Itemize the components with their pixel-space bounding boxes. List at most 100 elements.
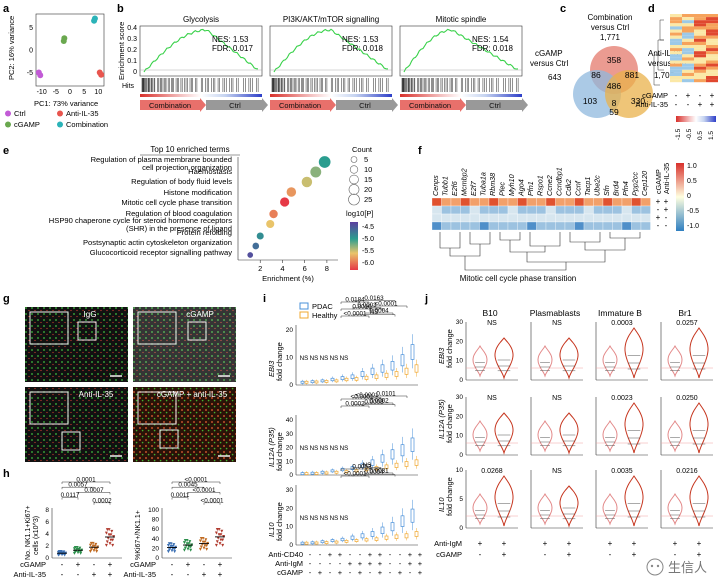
heatmap-d-scale-tick: -1.5 [675,128,682,140]
venn-left-label-1: cGAMP [535,49,563,58]
count-legend-label: 5 [364,155,368,164]
panel-i-box [384,535,389,540]
heatmap-f-cell [631,205,642,215]
panel-j-ytick: 0 [459,377,463,384]
panel-j-ytick: 10 [456,358,464,365]
panel-i-box [374,466,379,471]
heatmap-f-cell [640,213,651,223]
panel-i-sign: - [309,550,312,559]
panel-h-row-label: Anti-IL-35 [123,570,156,579]
panel-j-ylabel-suffix: fold change [445,329,454,368]
panel-h-pvalue: 0.0002 [92,497,112,504]
pca-legend-label: Ctrl [14,109,26,118]
panel-i-pvalue: <0.0001 [356,392,379,399]
inset-frame [159,429,179,449]
panel-i-sign: + [408,550,413,559]
enrich-dot [247,252,254,258]
panel-j-violin [559,337,579,380]
heatmap-d-cell [706,66,718,70]
heatmap-f-cell [479,221,490,231]
heatmap-d-cell [682,45,694,49]
count-legend-label: 15 [364,175,372,184]
panel-j-violin [667,345,683,378]
panel-h-sign: + [108,570,113,579]
panel-h-point [73,545,77,549]
panel-i-box [324,380,329,383]
pca-point [61,35,68,42]
panel-h-pvalue: <0.0001 [201,497,224,504]
heatmap-f-cell [526,221,537,231]
pca-xlabel: PC1: 73% variance [34,99,98,108]
panel-i-sign: + [378,550,383,559]
panel-i-box [374,537,379,541]
gsea-ytick: 0 [133,69,137,76]
heatmap-f-caption: Mitotic cell cycle phase transition [460,274,577,283]
heatmap-d-cell [670,66,682,70]
panel-h-point [198,539,202,543]
heatmap-f-sign: + [664,205,669,214]
panel-j-pvalue: 0.0003 [611,320,633,327]
venn-region-count: 86 [591,70,601,80]
heatmap-d-cell [682,79,694,83]
panel-h-pvalue: <0.0001 [185,477,208,484]
heatmap-f-cell [517,213,528,223]
pca-xtick: 10 [94,89,102,96]
panel-j-ytick: 0 [459,525,463,532]
panel-i-ytick: 20 [286,445,294,452]
panel-h-pvalue: 0.0117 [61,492,80,499]
panel-i-box [330,469,335,473]
gsea-arrow-right [206,98,268,112]
heatmap-d-dendrogram [653,19,664,86]
panel-i-ns: NS [320,445,329,452]
heatmap-d-cell [682,66,694,70]
heatmap-f-cell [507,213,518,223]
heatmap-d-cell [706,63,718,67]
panel-h-bracket [61,497,79,500]
heatmap-d-cell [682,60,694,64]
heatmap-d-sign: - [687,100,690,109]
pca-legend-swatch [5,121,11,128]
panel-i-ns: NS [330,445,339,452]
panel-h-point [203,544,207,548]
heatmap-f-cell [450,213,461,223]
heatmap-f-cell [507,205,518,215]
heatmap-d-cell [694,17,706,21]
panel-i-box [404,367,409,375]
gsea-hit-ticks [401,78,519,92]
watermark-icon-eye [650,564,654,568]
panel-h-point [57,550,61,554]
panel-j-violin [559,412,579,455]
panel-i-sign: - [399,550,402,559]
watermark-icon-eye [656,564,660,568]
watermark-text: 生信人 [668,561,707,576]
panel-j-pvalue: 0.0023 [611,395,633,402]
panel-j-violin [602,345,618,378]
heatmap-f-cell [602,213,613,223]
inset-frame [29,391,69,425]
panel-h-point [63,553,67,557]
panel-i-pvalue: 0.0002 [345,401,365,408]
panel-j-violin [624,327,644,379]
panel-h-point [220,529,224,533]
panel-j-violin [624,402,644,454]
gsea-fdr: FDR: 0.018 [472,44,513,53]
heatmap-d-cell [682,20,694,24]
panel-i-ns: NS [300,445,309,452]
panel-h-point [169,544,173,548]
panel-h-bracket [187,492,221,495]
gsea-arrow-right [336,98,398,112]
panel-i-box [334,470,339,474]
heatmap-f-cell [593,221,604,231]
heatmap-f-row-label: Anti-IL-35 [662,163,671,194]
heatmap-f-cell [631,197,642,207]
inset-frame [77,321,97,341]
heatmap-f-cell [517,197,528,207]
panel-j-pvalue: 0.0250 [676,395,698,402]
heatmap-d-cell [682,48,694,52]
heatmap-f-gene-label: Pfn4 [621,181,630,196]
panel-i-box [360,533,365,539]
heatmap-d-cell [706,45,718,49]
panel-h-point [188,540,192,544]
heatmap-f-gene-label: Tuba1a [479,172,488,196]
